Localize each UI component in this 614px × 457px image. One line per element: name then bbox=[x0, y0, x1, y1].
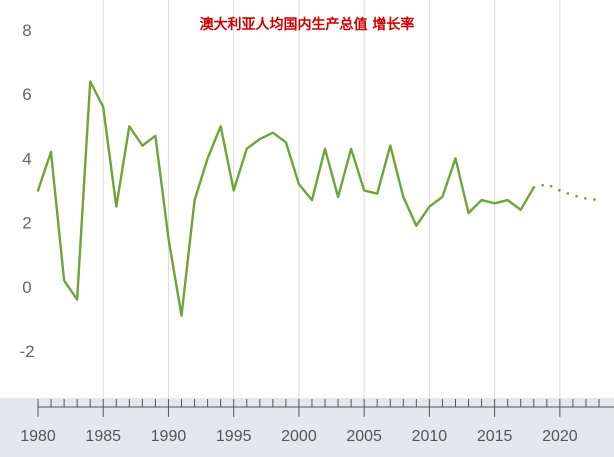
x-tick-label: 2010 bbox=[412, 428, 448, 445]
x-tick-label: 2005 bbox=[346, 428, 382, 445]
series-line bbox=[36, 80, 535, 317]
y-tick-label: 6 bbox=[22, 85, 31, 104]
x-tick-label: 1980 bbox=[20, 428, 56, 445]
series-lines bbox=[36, 80, 601, 317]
x-axis: 1980 1985 1990 1995 2000 2005 2010 2015 2020 bbox=[20, 399, 614, 445]
x-axis-band bbox=[0, 398, 614, 457]
x-tick-label: 2000 bbox=[281, 428, 317, 445]
chart-title: 澳大利亚人均国内生产总值 增长率 bbox=[200, 16, 415, 33]
gridlines bbox=[102, 0, 561, 398]
x-tick-label: 1985 bbox=[85, 428, 121, 445]
forecast-series-line bbox=[532, 182, 601, 202]
y-tick-label: 2 bbox=[22, 214, 31, 233]
y-tick-label: 4 bbox=[22, 149, 31, 168]
y-axis-ticks: -2 0 2 4 6 8 bbox=[19, 21, 34, 361]
y-tick-label: 8 bbox=[22, 21, 31, 40]
y-tick-label: -2 bbox=[19, 342, 34, 361]
x-tick-label: 1995 bbox=[216, 428, 252, 445]
x-tick-label: 2015 bbox=[477, 428, 513, 445]
x-tick-label: 1990 bbox=[151, 428, 187, 445]
x-tick-label: 2020 bbox=[542, 428, 578, 445]
y-tick-label: 0 bbox=[22, 278, 31, 297]
